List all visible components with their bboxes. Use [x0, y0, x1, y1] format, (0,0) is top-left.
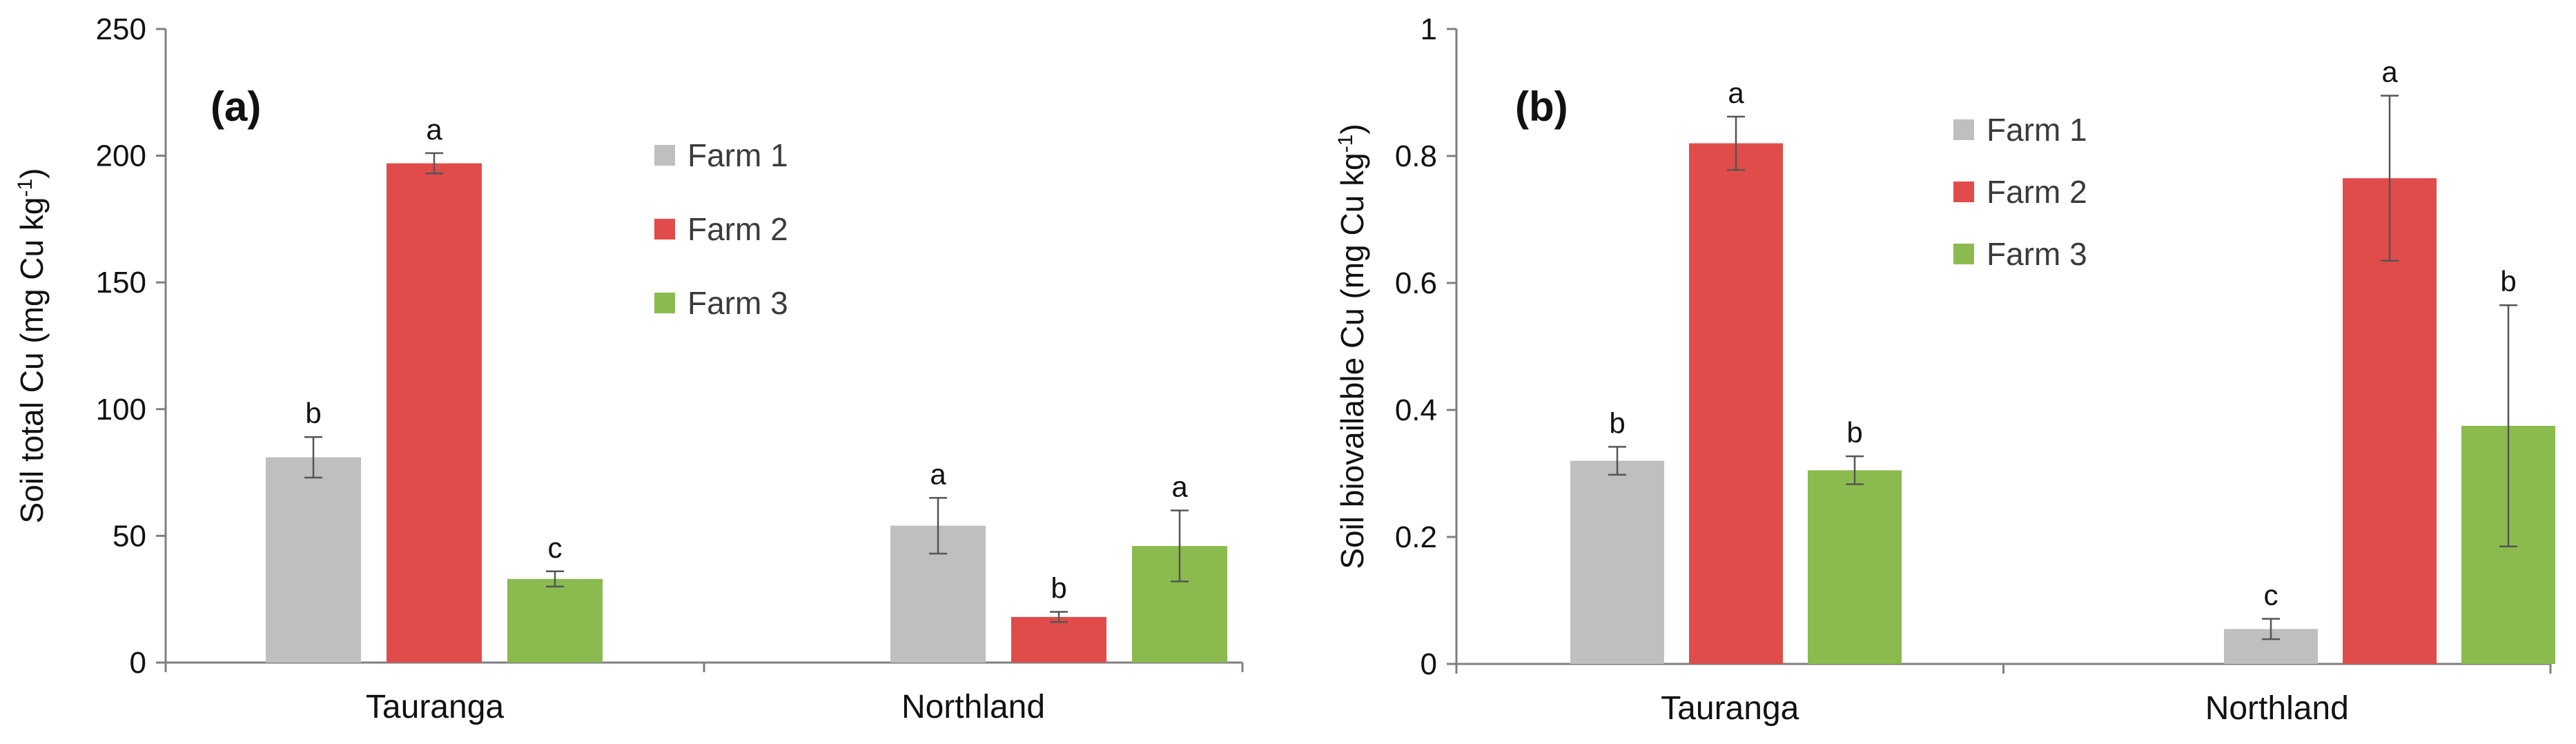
panel-1-legend-label: Farm 2 [687, 211, 788, 247]
panel-1-y-tick-label: 100 [96, 393, 146, 427]
panel-2-panel-label: (b) [1515, 84, 1568, 130]
panel-2-y-tick-label: 0.2 [1395, 520, 1437, 554]
panel-2-y-tick-label: 0.4 [1395, 393, 1437, 427]
panel-1-legend-label: Farm 1 [687, 137, 788, 173]
panel-1-legend-swatch [654, 293, 675, 313]
panel-2-legend-label: Farm 3 [1987, 236, 2087, 272]
panel-2-bar [1689, 143, 1783, 665]
panel-2-y-axis-title-sup: -1 [1334, 135, 1357, 153]
panel-1-y-axis-title-end: ) [14, 168, 50, 179]
panel-2-category-label: Northland [2205, 690, 2349, 727]
panel-1-legend-label: Farm 3 [687, 285, 788, 321]
panel-2-y-axis-title: Soil biovailable Cu (mg Cu kg-1) [1334, 124, 1370, 569]
panel-2-significance-letter: b [1609, 407, 1625, 439]
panel-1-bar [387, 163, 482, 663]
panel-1-significance-letter: a [930, 458, 946, 490]
panel-2-legend-label: Farm 2 [1987, 174, 2087, 210]
panel-1-significance-letter: c [548, 531, 563, 564]
panel-2-legend-swatch [1953, 119, 1974, 140]
panel-1-significance-letter: b [1051, 572, 1066, 605]
panel-2-bar [1808, 470, 1902, 664]
panel-1-significance-letter: a [426, 113, 442, 146]
panel-2-legend-swatch [1953, 182, 1974, 202]
panel-2-significance-letter: b [1846, 416, 1862, 449]
panel-1-legend-swatch [654, 145, 675, 166]
panel-2-y-tick-label: 0 [1421, 647, 1437, 681]
panel-2-y-tick-label: 1 [1421, 12, 1437, 46]
panel-1-y-tick-label: 0 [130, 646, 146, 680]
panel-1-y-axis-title: Soil total Cu (mg Cu kg-1) [14, 168, 50, 524]
panel-2-significance-letter: a [1728, 77, 1744, 109]
panel-1-y-tick-label: 150 [96, 266, 146, 300]
panel-1-y-axis-title-sup: -1 [14, 179, 37, 197]
panel-1-y-tick-label: 50 [113, 519, 146, 553]
panel-2-significance-letter: c [2264, 579, 2279, 611]
panel-1-bar [1011, 616, 1106, 663]
panel-1-significance-letter: a [1171, 471, 1188, 503]
panel-2-significance-letter: b [2500, 265, 2516, 297]
panel-2-legend-label: Farm 1 [1987, 112, 2087, 148]
panel-2-significance-letter: a [2381, 56, 2398, 88]
panel-1-bar [266, 457, 361, 663]
panel-2-y-axis-title-end: ) [1334, 124, 1370, 134]
panel-1-y-tick-label: 250 [96, 12, 146, 46]
panel-1-significance-letter: b [305, 397, 321, 429]
panel-1-bar [507, 578, 603, 663]
panel-1-category-label: Northland [901, 689, 1045, 725]
panel-2-y-axis-title-main: Soil biovailable Cu (mg Cu kg [1334, 153, 1370, 569]
panel-2-y-tick-label: 0.8 [1395, 139, 1437, 173]
panel-2-category-label: Tauranga [1661, 690, 1799, 727]
panel-1-category-label: Tauranga [366, 689, 504, 725]
panel-1-legend-swatch [654, 219, 675, 239]
panel-1-y-axis-title-main: Soil total Cu (mg Cu kg [14, 197, 50, 524]
panel-2-bar [1570, 460, 1664, 664]
panel-2-y-tick-label: 0.6 [1395, 266, 1437, 300]
panel-1-y-tick-label: 200 [96, 139, 146, 173]
panel-1-panel-label: (a) [211, 84, 261, 130]
panel-2-legend-swatch [1953, 244, 1974, 264]
